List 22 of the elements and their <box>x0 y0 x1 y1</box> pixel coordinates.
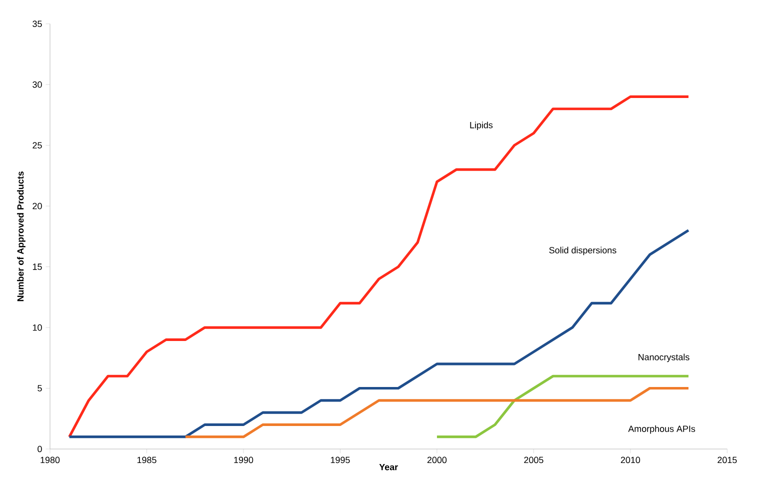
y-tick-label: 5 <box>38 385 42 392</box>
x-tick-label: 2010 <box>620 456 640 464</box>
y-tick-label: 10 <box>32 324 42 331</box>
series-label: Nanocrystals <box>638 354 690 362</box>
y-tick-label: 15 <box>32 264 42 270</box>
x-tick-label: 1985 <box>137 456 156 464</box>
text: Solid dispersions <box>549 246 616 256</box>
text: Lipids <box>470 122 493 130</box>
x-tick-label: 2015 <box>718 456 737 464</box>
y-tick-label: 0 <box>38 446 42 452</box>
x-tick-label: 1995 <box>330 456 350 464</box>
y-tick-label: 20 <box>32 202 42 210</box>
y-axis-title: Number of Approved Products <box>17 172 26 302</box>
y-tick-label: 35 <box>32 20 42 28</box>
x-tick-label: 2005 <box>524 456 544 464</box>
x-tick-label: 1980 <box>40 456 60 464</box>
y-tick-label: 30 <box>32 81 42 88</box>
text: Amorphous APIs <box>628 425 696 434</box>
x-axis-title: Year <box>379 464 398 470</box>
y-tick-label: 25 <box>32 142 42 148</box>
x-tick-label: 1990 <box>234 456 254 464</box>
x-tick-label: 2000 <box>427 456 447 464</box>
